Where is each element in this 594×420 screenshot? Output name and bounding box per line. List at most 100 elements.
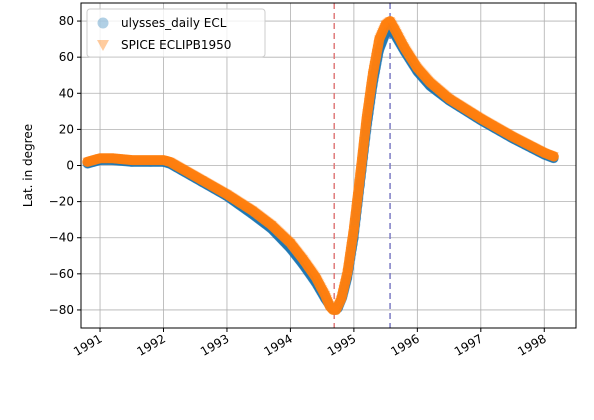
data-point (373, 40, 384, 50)
data-point (334, 297, 345, 307)
data-point (277, 231, 288, 241)
data-point (199, 177, 210, 187)
data-point (179, 166, 190, 176)
data-point (391, 28, 402, 38)
data-point (175, 163, 186, 173)
data-point (383, 18, 394, 28)
data-point (111, 154, 122, 164)
data-point (446, 96, 457, 106)
data-point (363, 98, 374, 108)
data-point (460, 105, 471, 115)
data-point (326, 304, 337, 314)
data-point (508, 133, 519, 143)
data-point (494, 124, 505, 134)
data-point (353, 185, 364, 195)
data-point (466, 108, 477, 118)
data-point (332, 302, 343, 312)
data-point (327, 305, 338, 315)
data-point (366, 76, 377, 86)
data-point (354, 179, 365, 189)
data-point (176, 164, 187, 174)
data-point (188, 171, 199, 181)
data-point (297, 254, 308, 264)
data-point (511, 134, 522, 144)
data-point (170, 161, 181, 171)
data-point (266, 221, 277, 231)
data-point (145, 156, 156, 166)
data-point (124, 155, 135, 165)
data-point (368, 65, 379, 75)
data-point (131, 156, 142, 166)
data-point (377, 28, 388, 38)
data-point (316, 285, 327, 294)
data-point (463, 107, 474, 117)
data-point (271, 226, 282, 236)
data-point (507, 132, 518, 142)
data-point (255, 212, 266, 222)
data-point (437, 88, 448, 98)
data-point (258, 214, 269, 224)
data-point (285, 239, 296, 249)
data-point (315, 282, 326, 292)
legend: ulysses_daily ECL SPICE ECLIPB1950 (86, 8, 266, 58)
data-point (447, 97, 458, 107)
data-point (539, 148, 550, 158)
data-point (244, 204, 255, 214)
data-point (375, 33, 386, 43)
data-point (219, 188, 230, 198)
data-point (223, 191, 234, 201)
data-point (155, 156, 166, 166)
data-point (173, 163, 184, 173)
data-point (327, 305, 338, 315)
data-point (236, 199, 247, 209)
data-point (369, 61, 380, 71)
data-point (450, 98, 461, 108)
data-point (122, 155, 133, 165)
data-point (148, 156, 159, 166)
data-point (243, 204, 254, 214)
data-point (251, 210, 262, 220)
data-point (285, 239, 296, 249)
data-point (516, 137, 527, 147)
data-point (169, 160, 180, 170)
data-point (192, 173, 203, 183)
data-point (197, 176, 208, 186)
data-point (118, 155, 129, 165)
data-point (220, 189, 231, 199)
data-point (226, 193, 237, 203)
data-point (393, 31, 404, 41)
data-point (334, 299, 345, 309)
data-point (408, 58, 419, 68)
data-point (425, 78, 436, 88)
data-point (352, 192, 363, 202)
data-point (362, 109, 373, 119)
data-point (254, 212, 265, 222)
data-point (475, 114, 486, 124)
data-point (310, 272, 321, 282)
data-point (188, 171, 199, 181)
data-point (295, 251, 306, 261)
data-point (218, 188, 229, 198)
data-point (514, 136, 525, 146)
data-point (293, 248, 304, 258)
data-point (107, 154, 118, 164)
data-point (440, 91, 451, 101)
data-point (348, 224, 359, 234)
data-point (201, 178, 212, 188)
data-point (469, 110, 480, 120)
data-point (344, 257, 355, 267)
data-point (484, 119, 495, 129)
data-point (404, 51, 415, 61)
data-point (417, 70, 428, 80)
data-point (167, 159, 178, 169)
data-point (388, 22, 399, 32)
data-point (405, 53, 416, 63)
data-point (136, 156, 147, 166)
data-point (132, 156, 143, 166)
data-point (333, 301, 344, 311)
data-point (99, 154, 110, 164)
data-point (90, 155, 101, 165)
data-point (113, 154, 124, 164)
data-point (336, 291, 347, 301)
data-point (464, 107, 475, 117)
